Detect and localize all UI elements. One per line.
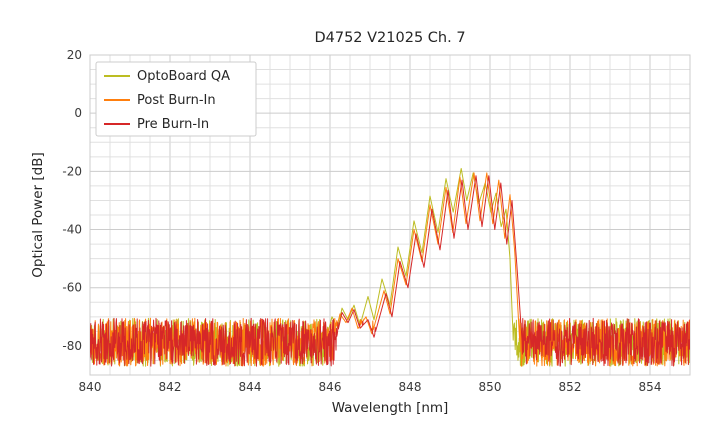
y-tick-label: -80	[62, 339, 82, 353]
y-tick-label: 0	[74, 106, 82, 120]
x-tick-label: 846	[319, 380, 342, 394]
x-tick-label: 854	[639, 380, 662, 394]
legend-box	[95, 61, 257, 137]
legend-label-pre-burn-in: Pre Burn-In	[137, 117, 209, 132]
legend-entry-optoboard-qa: OptoBoard QA	[104, 69, 230, 84]
x-tick-label: 852	[559, 380, 582, 394]
legend-entry-post-burn-in: Post Burn-In	[104, 93, 216, 108]
legend-label-post-burn-in: Post Burn-In	[137, 93, 216, 108]
legend-entry-pre-burn-in: Pre Burn-In	[104, 117, 209, 132]
y-tick-label: 20	[67, 48, 82, 62]
tick-labels: 840 842 844 846 848 850 852 854 20 0 -20 -40 -60 -80	[62, 48, 661, 394]
chart-title: D4752 V21025 Ch. 7	[314, 30, 465, 46]
x-tick-label: 840	[79, 380, 102, 394]
series-line-optoboard-qa	[90, 167, 690, 367]
legend-label-optoboard-qa: OptoBoard QA	[137, 69, 230, 84]
y-tick-label: -20	[62, 164, 82, 178]
y-tick-label: -40	[62, 223, 82, 237]
series-lines	[90, 167, 690, 367]
x-tick-label: 850	[479, 380, 502, 394]
y-tick-label: -60	[62, 281, 82, 295]
x-tick-label: 848	[399, 380, 422, 394]
plot-border	[89, 54, 691, 376]
legend: OptoBoard QA Post Burn-In Pre Burn-In	[95, 61, 257, 137]
x-tick-label: 844	[239, 380, 262, 394]
series-line-pre-burn-in	[90, 175, 690, 367]
x-axis-label: Wavelength [nm]	[332, 400, 449, 416]
y-axis-label: Optical Power [dB]	[30, 152, 46, 277]
x-tick-label: 842	[159, 380, 182, 394]
